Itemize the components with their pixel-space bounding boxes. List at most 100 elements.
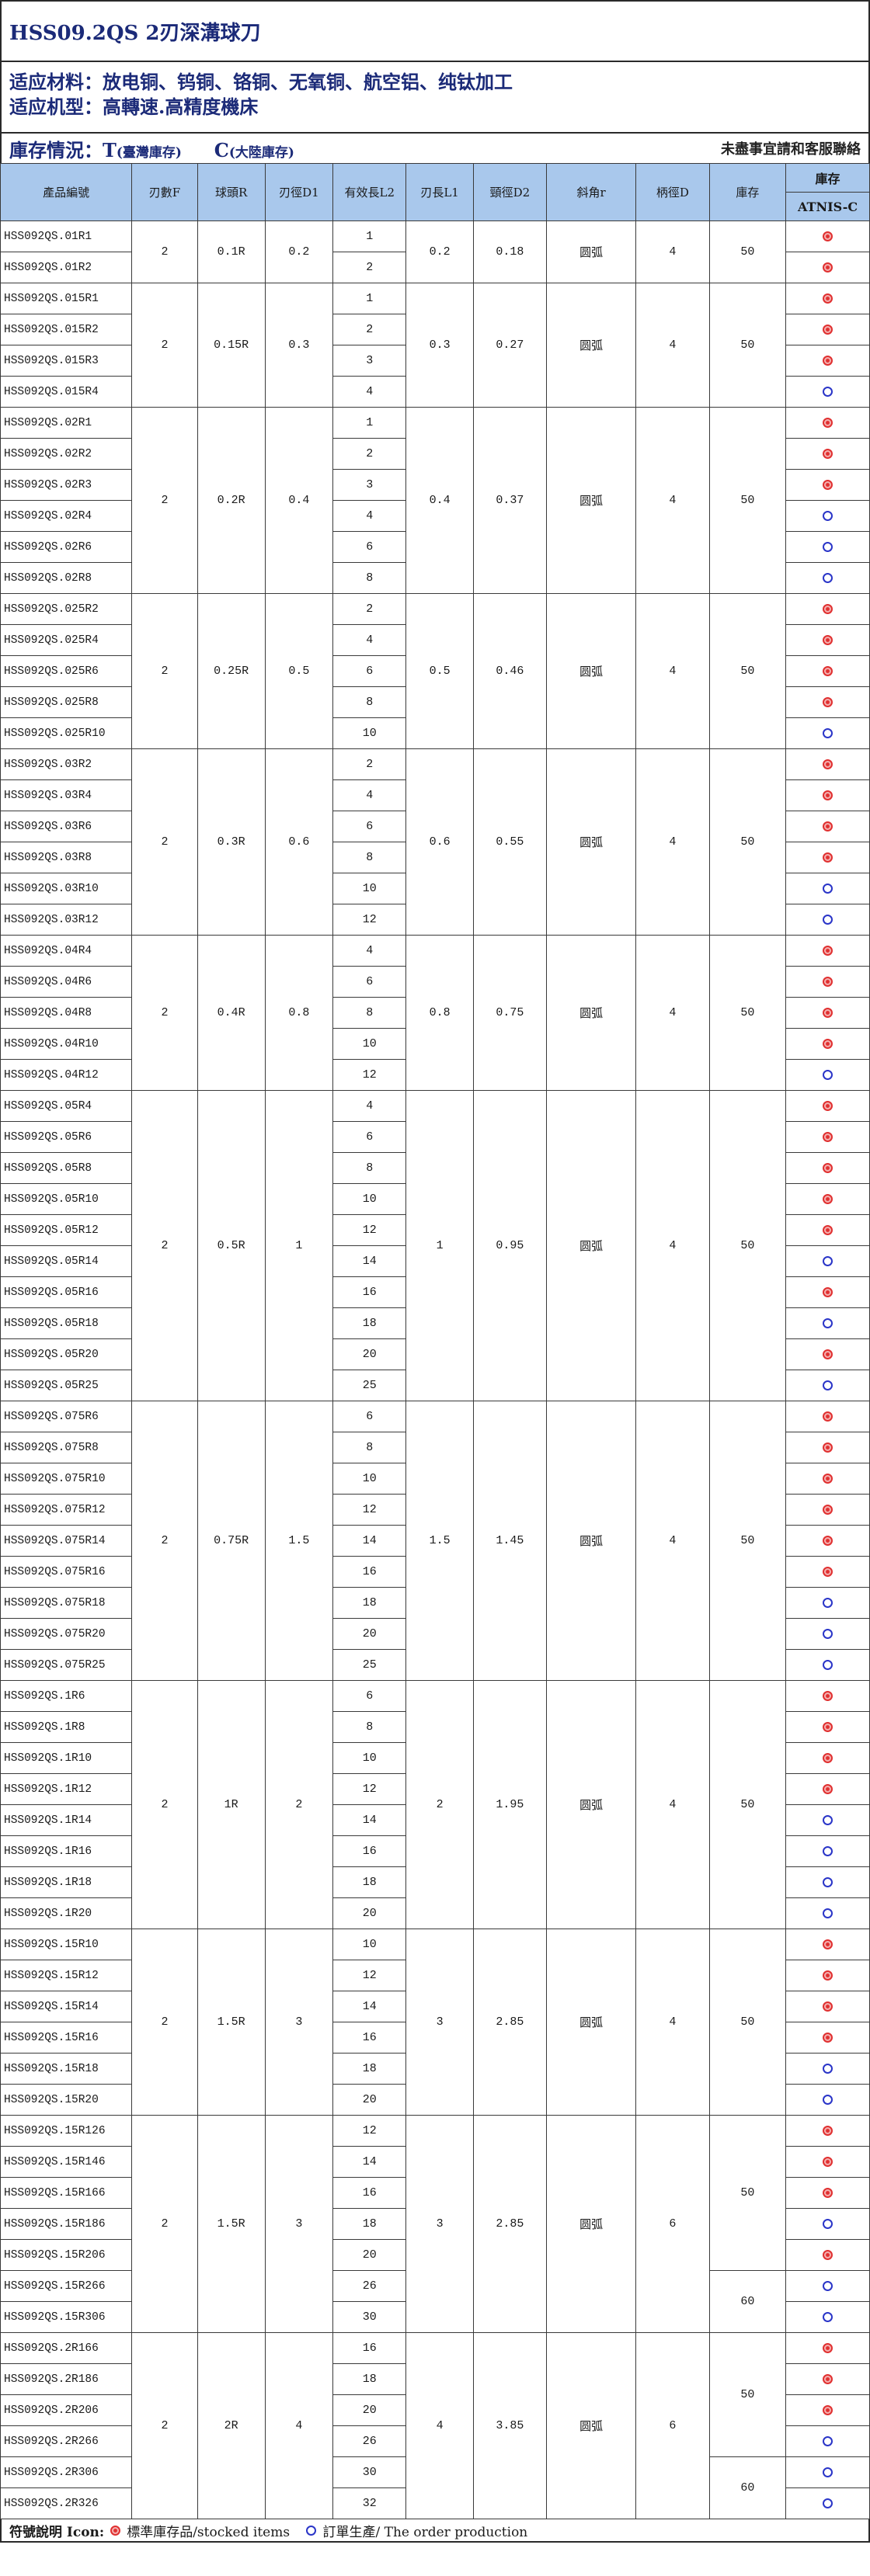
effective-length-cell: 6 bbox=[332, 655, 407, 687]
availability-cell bbox=[785, 842, 870, 873]
table-row: HSS092QS.03R2 2 0.3R 0.6 2 0.6 0.55 圆弧 4 50 bbox=[0, 748, 870, 936]
table-row: HSS092QS.1R16 16 bbox=[0, 1835, 870, 1867]
stocked-icon bbox=[823, 355, 833, 366]
product-code: HSS092QS.2R266 bbox=[0, 2425, 133, 2457]
order-icon bbox=[823, 1814, 833, 1825]
product-code: HSS092QS.04R10 bbox=[0, 1028, 133, 1060]
table-row: HSS092QS.15R266 26 60 bbox=[0, 2270, 870, 2333]
availability-cell bbox=[785, 2177, 870, 2209]
table-row: HSS092QS.04R12 12 bbox=[0, 1059, 870, 1091]
table-row: HSS092QS.01R1 2 0.1R 0.2 1 0.2 0.18 圆弧 4 50 bbox=[0, 220, 870, 283]
availability-cell bbox=[785, 220, 870, 252]
product-code: HSS092QS.04R6 bbox=[0, 966, 133, 998]
availability-cell bbox=[785, 1618, 870, 1650]
effective-length-cell: 20 bbox=[332, 1338, 407, 1370]
effective-length-cell: 14 bbox=[332, 1804, 407, 1836]
table-row: HSS092QS.2R326 32 bbox=[0, 2487, 870, 2519]
stocked-icon bbox=[823, 2032, 833, 2043]
order-icon bbox=[823, 510, 833, 521]
product-code: HSS092QS.01R1 bbox=[0, 220, 133, 252]
effective-length-cell: 1 bbox=[332, 407, 407, 439]
stocked-icon bbox=[823, 1504, 833, 1515]
stock-label-t: 庫存情況：T bbox=[9, 138, 117, 161]
availability-cell bbox=[785, 1121, 870, 1153]
shank-diameter-cell: 4 bbox=[635, 220, 710, 283]
stocked-icon bbox=[823, 1690, 833, 1701]
product-code: HSS092QS.025R8 bbox=[0, 686, 133, 718]
blade-diameter-cell: 4 bbox=[264, 2332, 334, 2519]
table-row: HSS092QS.075R18 18 bbox=[0, 1587, 870, 1619]
availability-cell bbox=[785, 2084, 870, 2116]
order-icon bbox=[823, 2311, 833, 2322]
availability-cell bbox=[785, 2456, 870, 2488]
stocked-icon bbox=[823, 2187, 833, 2198]
stocked-icon bbox=[823, 1131, 833, 1142]
table-row: HSS092QS.1R18 18 bbox=[0, 1866, 870, 1898]
col-header-stock-group: 庫存 bbox=[785, 163, 870, 193]
stocked-icon bbox=[823, 852, 833, 863]
product-code: HSS092QS.15R14 bbox=[0, 1991, 133, 2022]
product-code: HSS092QS.05R25 bbox=[0, 1370, 133, 1401]
stocked-icon bbox=[823, 1783, 833, 1794]
order-icon bbox=[823, 1597, 833, 1608]
product-code: HSS092QS.075R18 bbox=[0, 1587, 133, 1619]
effective-length-cell: 14 bbox=[332, 1245, 407, 1277]
blade-diameter-cell: 0.4 bbox=[264, 407, 334, 594]
table-row: HSS092QS.2R266 26 bbox=[0, 2425, 870, 2457]
effective-length-cell: 8 bbox=[332, 562, 407, 594]
product-code: HSS092QS.2R186 bbox=[0, 2363, 133, 2395]
flutes-cell: 2 bbox=[131, 1680, 198, 1929]
availability-cell bbox=[785, 1432, 870, 1463]
order-icon bbox=[823, 1318, 833, 1328]
stock-quantity-cell: 50 bbox=[708, 593, 787, 749]
product-code: HSS092QS.015R3 bbox=[0, 345, 133, 377]
stock-legend: 庫存情況：T(臺灣庫存) C(大陸庫存) bbox=[9, 135, 294, 162]
product-code: HSS092QS.1R16 bbox=[0, 1835, 133, 1867]
product-code: HSS092QS.075R12 bbox=[0, 1494, 133, 1526]
effective-length-cell: 1 bbox=[332, 220, 407, 252]
stock-t-note: (臺灣庫存) bbox=[116, 144, 182, 161]
blade-length-cell: 0.5 bbox=[405, 593, 474, 749]
ball-radius-cell: 0.5R bbox=[197, 1090, 266, 1401]
table-row: HSS092QS.1R14 14 bbox=[0, 1804, 870, 1836]
product-code: HSS092QS.1R6 bbox=[0, 1680, 133, 1712]
stock-quantity-cell: 50 bbox=[708, 2115, 787, 2271]
table-row: HSS092QS.1R12 12 bbox=[0, 1773, 870, 1805]
stocked-icon bbox=[110, 2525, 121, 2536]
product-code: HSS092QS.1R12 bbox=[0, 1773, 133, 1805]
stocked-icon bbox=[823, 479, 833, 490]
effective-length-cell: 20 bbox=[332, 2239, 407, 2271]
table-row: HSS092QS.15R306 30 bbox=[0, 2301, 870, 2333]
table-row: HSS092QS.03R12 12 bbox=[0, 904, 870, 936]
product-code: HSS092QS.2R166 bbox=[0, 2332, 133, 2364]
availability-cell bbox=[785, 811, 870, 842]
effective-length-cell: 26 bbox=[332, 2270, 407, 2302]
stocked-icon bbox=[823, 1566, 833, 1577]
effective-length-cell: 30 bbox=[332, 2456, 407, 2488]
table-row: HSS092QS.1R10 10 bbox=[0, 1742, 870, 1774]
product-code: HSS092QS.15R266 bbox=[0, 2270, 133, 2302]
stocked-icon bbox=[823, 2404, 833, 2415]
shank-diameter-cell: 4 bbox=[635, 748, 710, 936]
product-code: HSS092QS.04R12 bbox=[0, 1059, 133, 1091]
col-header-shank-diameter: 柄徑D bbox=[635, 163, 710, 221]
table-row: HSS092QS.15R12 12 bbox=[0, 1960, 870, 1991]
shank-diameter-cell: 4 bbox=[635, 935, 710, 1091]
product-code: HSS092QS.2R306 bbox=[0, 2456, 133, 2488]
availability-cell bbox=[785, 1587, 870, 1619]
availability-cell bbox=[785, 2363, 870, 2395]
effective-length-cell: 18 bbox=[332, 2208, 407, 2240]
neck-diameter-cell: 0.46 bbox=[472, 593, 548, 749]
ball-radius-cell: 0.25R bbox=[197, 593, 266, 749]
table-row: HSS092QS.03R8 8 bbox=[0, 842, 870, 873]
stock-quantity-cell: 60 bbox=[708, 2270, 787, 2333]
effective-length-cell: 18 bbox=[332, 2363, 407, 2395]
availability-cell bbox=[785, 1773, 870, 1805]
product-code: HSS092QS.02R4 bbox=[0, 500, 133, 532]
effective-length-cell: 14 bbox=[332, 1525, 407, 1557]
effective-length-cell: 25 bbox=[332, 1370, 407, 1401]
angle-cell: 圆弧 bbox=[546, 220, 637, 283]
table-row: HSS092QS.04R4 2 0.4R 0.8 4 0.8 0.75 圆弧 4 50 bbox=[0, 935, 870, 1091]
availability-cell bbox=[785, 1090, 870, 1122]
order-icon bbox=[823, 2467, 833, 2477]
